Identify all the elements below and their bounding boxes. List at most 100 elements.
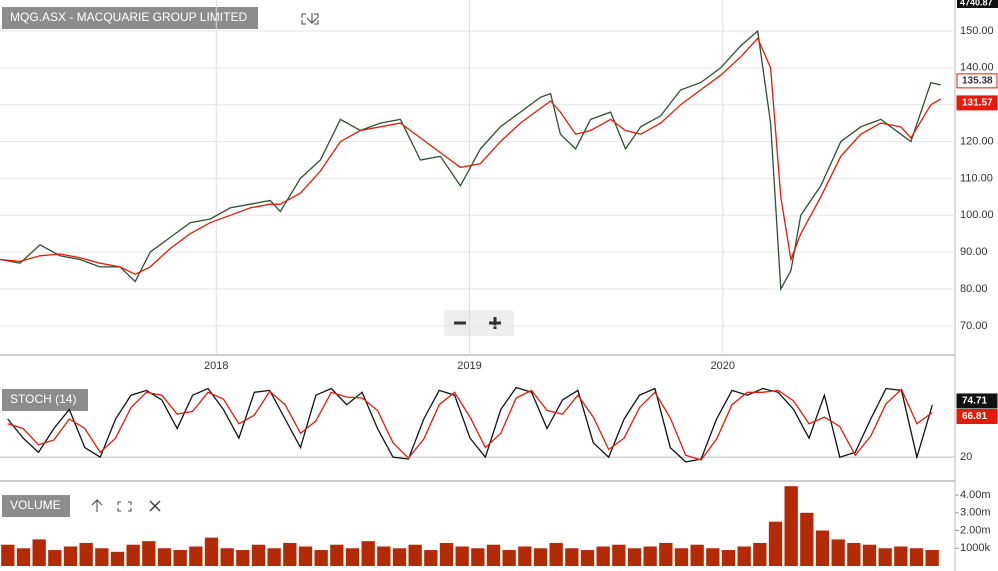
value-tag-box xyxy=(956,95,998,111)
series-line xyxy=(7,388,933,461)
volume-bar xyxy=(486,544,501,566)
y-tick-label: 100.00 xyxy=(960,209,994,221)
volume-bar xyxy=(236,550,250,566)
volume-bar xyxy=(721,550,736,566)
volume-bar xyxy=(95,548,109,566)
volume-bar xyxy=(283,542,297,566)
series-line xyxy=(0,37,942,276)
volume-bar xyxy=(706,548,720,566)
volume-bar xyxy=(157,548,172,566)
volume-bar xyxy=(674,548,689,566)
value-tag-box xyxy=(956,409,998,425)
volume-bar xyxy=(173,550,187,566)
x-tick-label: 2020 xyxy=(711,360,735,372)
value-tag: 131.57 xyxy=(962,98,993,109)
y-tick-label: 2.00m xyxy=(960,524,991,536)
volume-bar xyxy=(345,548,360,566)
volume-bar xyxy=(439,542,454,566)
volume-bar xyxy=(518,546,532,566)
volume-bar xyxy=(220,548,234,566)
volume-bar xyxy=(925,550,939,566)
volume-bar xyxy=(110,551,125,566)
volume-bar xyxy=(392,548,407,566)
volume-bar xyxy=(79,542,93,566)
panel-title: VOLUME xyxy=(10,498,61,512)
index-tag-box xyxy=(957,0,998,8)
volume-bar xyxy=(424,550,438,566)
y-tick-label: 80.00 xyxy=(960,283,988,295)
volume-bar xyxy=(831,539,845,566)
volume-bar xyxy=(189,546,203,566)
volume-bar xyxy=(142,541,156,566)
volume-bar xyxy=(909,548,924,566)
x-tick-label: 2019 xyxy=(457,360,481,372)
y-tick-label: 3.00m xyxy=(960,507,991,519)
volume-bar xyxy=(533,548,548,566)
y-tick-label: 90.00 xyxy=(960,246,988,258)
volume-bar xyxy=(784,486,798,566)
volume-bar xyxy=(251,544,266,566)
volume-bar xyxy=(314,550,328,566)
y-tick-label: 110.00 xyxy=(960,172,993,184)
volume-bar xyxy=(580,550,595,566)
volume-bar xyxy=(643,546,657,566)
volume-bar xyxy=(32,539,46,566)
volume-bar xyxy=(800,512,814,566)
volume-bar xyxy=(1,544,15,566)
title-box xyxy=(2,495,70,517)
volume-bar xyxy=(659,542,673,566)
value-tag-box xyxy=(956,393,998,409)
volume-bar xyxy=(612,544,626,566)
value-tag-box xyxy=(956,73,998,89)
volume-bar xyxy=(63,546,78,566)
y-tick-label: 70.00 xyxy=(960,320,988,332)
value-tag: 74.71 xyxy=(962,396,987,407)
y-tick-label: 150.00 xyxy=(960,25,994,37)
volume-bar xyxy=(565,548,579,566)
volume-bar xyxy=(737,546,751,566)
volume-bar xyxy=(330,544,344,566)
volume-bar xyxy=(48,550,62,566)
volume-bar xyxy=(847,542,861,566)
value-tag: 66.81 xyxy=(962,411,987,422)
volume-bar xyxy=(549,542,563,566)
value-tag: 135.38 xyxy=(962,76,993,87)
volume-bar xyxy=(815,530,830,566)
y-tick-label: 1000k xyxy=(960,542,990,554)
y-tick-label: 120.00 xyxy=(960,135,994,147)
y-tick-label: 140.00 xyxy=(960,62,994,74)
volume-bar xyxy=(267,548,281,566)
volume-bar xyxy=(627,548,642,566)
chart-title: MQG.ASX - MACQUARIE GROUP LIMITED xyxy=(10,10,247,24)
title-box xyxy=(2,389,88,411)
expand-icon[interactable] xyxy=(301,13,319,25)
panel-title: STOCH (14) xyxy=(10,392,76,406)
expand-icon[interactable] xyxy=(117,501,132,512)
y-tick-label: 4.00m xyxy=(960,489,991,501)
close-icon[interactable] xyxy=(149,500,161,512)
volume-bar xyxy=(361,541,375,566)
volume-bar xyxy=(377,546,391,566)
volume-bar xyxy=(408,544,422,566)
volume-bar xyxy=(471,548,485,566)
volume-bar xyxy=(16,548,31,566)
volume-bar xyxy=(690,544,704,566)
volume-bar xyxy=(753,542,767,566)
y-tick-label: 20 xyxy=(960,451,972,463)
series-line xyxy=(0,29,941,292)
volume-bar xyxy=(862,544,877,566)
title-box xyxy=(2,7,258,29)
index-tag: 4740.87 xyxy=(960,0,993,7)
volume-bar xyxy=(878,548,892,566)
x-tick-label: 2018 xyxy=(204,360,228,372)
volume-bar xyxy=(455,546,469,566)
zoom-controls[interactable] xyxy=(444,310,514,336)
volume-bar xyxy=(126,544,140,566)
download-icon[interactable] xyxy=(306,13,318,24)
volume-bar xyxy=(894,546,908,566)
volume-bar xyxy=(502,550,516,566)
up-icon[interactable] xyxy=(91,499,103,512)
volume-bar xyxy=(298,546,313,566)
